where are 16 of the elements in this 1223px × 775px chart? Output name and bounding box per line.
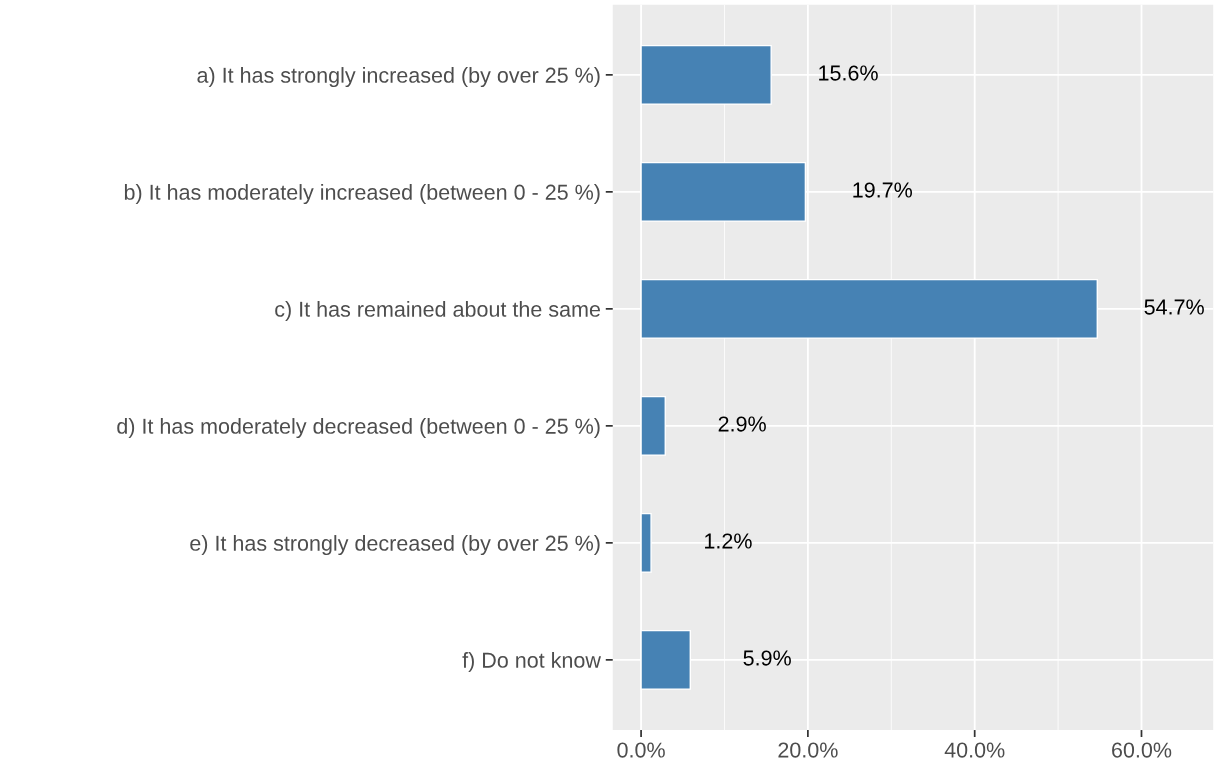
data-label: 1.2% — [705, 533, 752, 549]
x-tick-label: 20.0% — [778, 742, 838, 758]
y-tick-label: f) Do not know — [462, 652, 601, 673]
data-label: 2.9% — [718, 416, 766, 432]
x-tick-label: 40.0% — [944, 742, 1005, 758]
data-label: 54.7% — [1144, 299, 1204, 315]
x-tick-label: 60.0% — [1112, 742, 1172, 758]
y-tick-label: d) It has moderately decreased (between 0 - 25 %) — [117, 418, 600, 439]
y-tick-label: c) It has remained about the same — [275, 301, 600, 322]
data-label: 5.9% — [743, 650, 791, 666]
data-label: 19.7% — [853, 182, 912, 198]
data-label: 15.6% — [819, 65, 878, 81]
y-tick-label: a) It has strongly increased (by over 25 %) — [197, 67, 600, 88]
y-tick-label: b) It has moderately increased (between 0 - 25 %) — [124, 184, 600, 205]
y-tick-label: e) It has strongly decreased (by over 25 %) — [190, 535, 600, 556]
x-tick-label: 0.0% — [617, 742, 665, 758]
